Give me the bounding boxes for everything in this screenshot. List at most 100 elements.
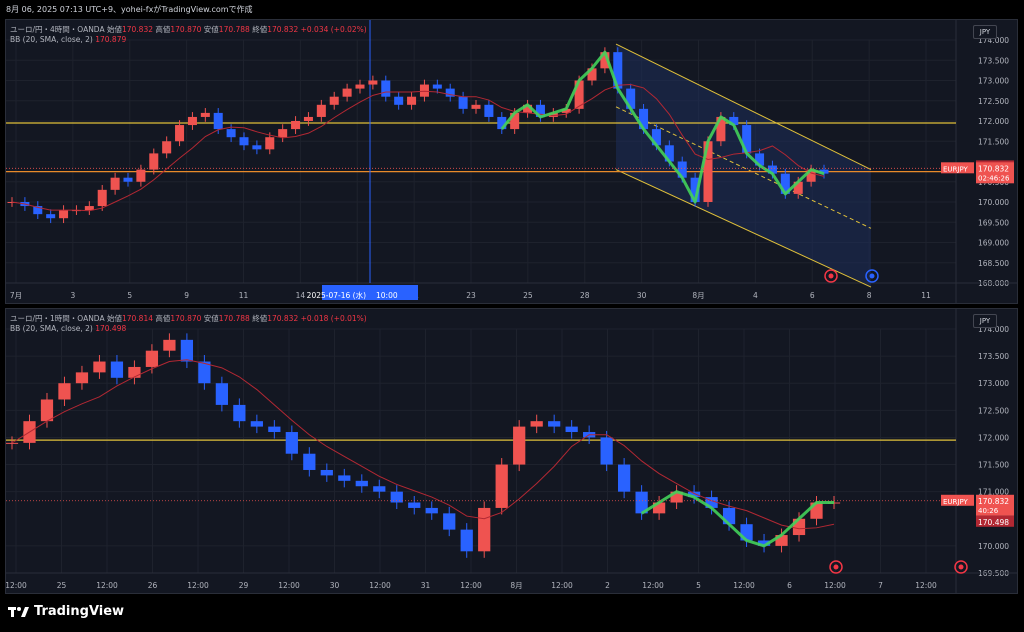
candle [687, 491, 701, 498]
bb-value: 170.498 [95, 324, 127, 333]
chart-pane-4h[interactable]: 174.000 173.500 173.000 172.500 172.000 171.5… [5, 19, 1018, 304]
price-tick: 169.500 [978, 218, 1009, 227]
candle [425, 507, 438, 514]
candle [59, 210, 69, 219]
time-tick: 12:00 [187, 581, 209, 590]
candle [355, 480, 368, 487]
price-chart-1h[interactable]: 174.000 173.500 173.000 172.500 172.000 171.5… [6, 309, 1018, 594]
candle [163, 339, 176, 351]
economic-event-icon [954, 560, 968, 574]
time-tick: 2 [605, 581, 610, 590]
candle [250, 421, 263, 427]
candle [742, 125, 752, 154]
candle [561, 108, 571, 113]
candle [320, 469, 333, 476]
currency-button[interactable]: JPY [973, 25, 997, 39]
chart-pane-1h[interactable]: 174.000 173.500 173.000 172.500 172.000 171.5… [5, 308, 1018, 594]
candle [97, 189, 107, 207]
candle [93, 361, 106, 373]
price-tick: 174.000 [978, 36, 1009, 45]
price-tick: 173.000 [978, 77, 1009, 86]
time-tick: 3 [70, 291, 75, 300]
high-value: 170.870 [170, 314, 202, 323]
candle [780, 173, 790, 194]
bb-price-tag-text: 170.498 [978, 518, 1009, 527]
lightning-event-icon [829, 560, 843, 574]
candle [342, 88, 352, 97]
price-chart-4h[interactable]: 174.000 173.500 173.000 172.500 172.000 171.5… [6, 20, 1018, 304]
bb-middle-line [11, 359, 835, 530]
candle [408, 502, 421, 508]
channel-upper-line [615, 43, 872, 171]
currency-button[interactable]: JPY [973, 314, 997, 328]
chart-snapshot-header: 8月 06, 2025 07:13 UTC+9、yohei-fxがTrading… [0, 0, 1024, 20]
candle [460, 529, 473, 552]
time-tick: 8 [867, 291, 872, 300]
candle [198, 361, 211, 384]
candle [394, 96, 404, 105]
candle [819, 169, 829, 174]
calendar-event-icon-dot [869, 273, 875, 279]
price-tick: 171.000 [978, 488, 1009, 497]
candle [729, 116, 739, 126]
countdown-text: 02:46:26 [978, 174, 1010, 182]
candle [162, 141, 172, 154]
candle [40, 399, 54, 422]
bb-label: BB (20, SMA, close, 2) [10, 35, 93, 44]
time-tick: 5 [127, 291, 132, 300]
candle [75, 372, 89, 384]
candle [635, 491, 648, 514]
candle [136, 169, 146, 182]
candle [239, 137, 249, 146]
crosshair-date: 2025-07-16 (水) [307, 290, 366, 300]
candle [574, 80, 584, 109]
symbol-tag-text: EURJPY [943, 165, 969, 173]
time-tick: 8月 [692, 291, 704, 300]
crosshair-date-label [322, 285, 418, 300]
price-tick: 174.000 [978, 325, 1009, 334]
time-tick: 5 [696, 581, 701, 590]
candle [767, 165, 777, 174]
price-tick: 168.500 [978, 259, 1009, 268]
time-tick: 8月 [510, 581, 522, 590]
time-tick: 25 [57, 581, 67, 590]
candle [651, 129, 661, 146]
crosshair-time: 10:00 [376, 291, 398, 300]
calendar-event-icon [865, 269, 879, 283]
candle [775, 535, 788, 546]
candle [484, 104, 494, 117]
candle [495, 464, 508, 508]
time-tick: 30 [330, 581, 340, 590]
candle [355, 84, 365, 89]
time-tick: 12:00 [733, 581, 755, 590]
last-price-tag [976, 162, 1014, 184]
candle [110, 177, 120, 190]
time-tick: 28 [580, 291, 590, 300]
last-price-tag-text: 170.832 [978, 164, 1009, 173]
candle [535, 104, 545, 117]
candle [793, 181, 803, 194]
candle [390, 491, 403, 503]
price-tick: 170.000 [978, 542, 1009, 551]
candle [705, 497, 718, 508]
price-tick: 172.000 [978, 117, 1009, 126]
candle [677, 161, 687, 178]
time-tick: 30 [637, 291, 647, 300]
tradingview-logo-text: TradingView [34, 604, 125, 619]
candle [33, 206, 43, 215]
candle [478, 507, 491, 552]
candle [565, 426, 578, 433]
economic-event-icon-dot [958, 564, 964, 570]
tradingview-logo[interactable]: TradingView [8, 604, 124, 619]
candle [618, 464, 631, 492]
price-tick: 172.000 [978, 433, 1009, 442]
price-tick: 173.500 [978, 56, 1009, 65]
header-text: 8月 06, 2025 07:13 UTC+9、yohei-fxがTrading… [6, 5, 253, 14]
time-tick: 12:00 [642, 581, 664, 590]
candle [303, 453, 316, 470]
candle [626, 88, 636, 109]
time-tick: 12:00 [6, 581, 27, 590]
candle [716, 116, 726, 142]
time-tick: 29 [239, 581, 249, 590]
bb-legend-1h: BB (20, SMA, close, 2) 170.498 [10, 324, 126, 333]
